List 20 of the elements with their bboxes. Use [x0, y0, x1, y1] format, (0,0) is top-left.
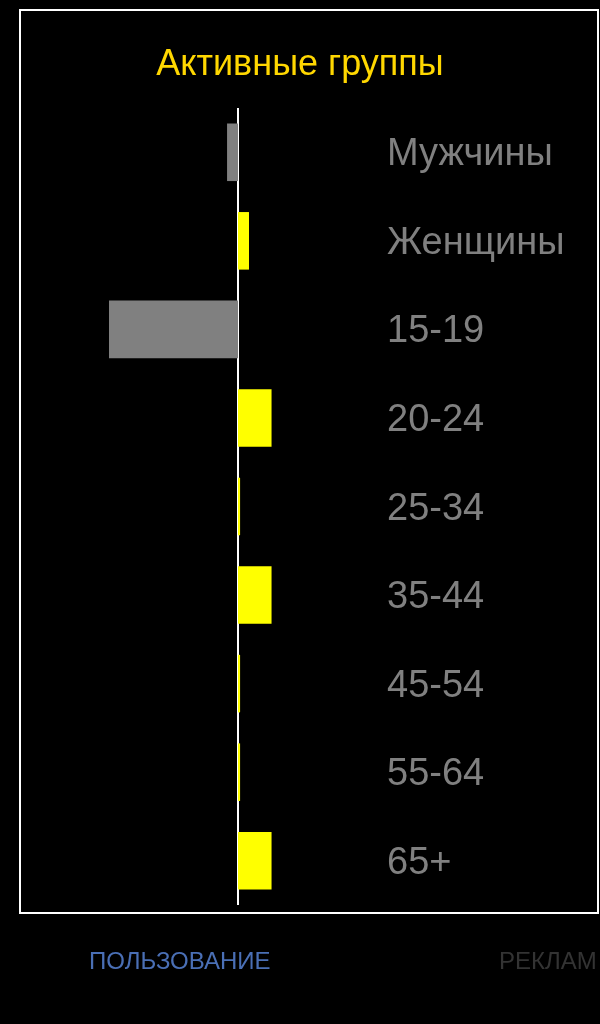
bar [238, 743, 241, 801]
text: ПОЛЬЗОВАНИЕ [89, 947, 271, 974]
bar [238, 831, 272, 890]
y-tick-label: Мужчины [387, 131, 553, 173]
bar [238, 212, 249, 270]
bar [109, 300, 239, 359]
y-tick-label: 35-44 [387, 574, 485, 616]
bar [238, 654, 241, 713]
y-tick-label: 25-34 [387, 486, 485, 528]
y-tick-label: 55-64 [387, 751, 485, 793]
y-tick-label: 65+ [387, 840, 452, 882]
y-tick-label: 45-54 [387, 663, 485, 705]
chart-title: Активные группы [156, 41, 444, 83]
bar [227, 123, 239, 182]
bar [238, 477, 241, 536]
y-tick-label: Женщины [387, 220, 565, 262]
y-tick-label: 15-19 [387, 308, 485, 350]
bar [238, 566, 272, 624]
y-tick-label: 20-24 [387, 397, 485, 439]
bar [238, 389, 272, 447]
